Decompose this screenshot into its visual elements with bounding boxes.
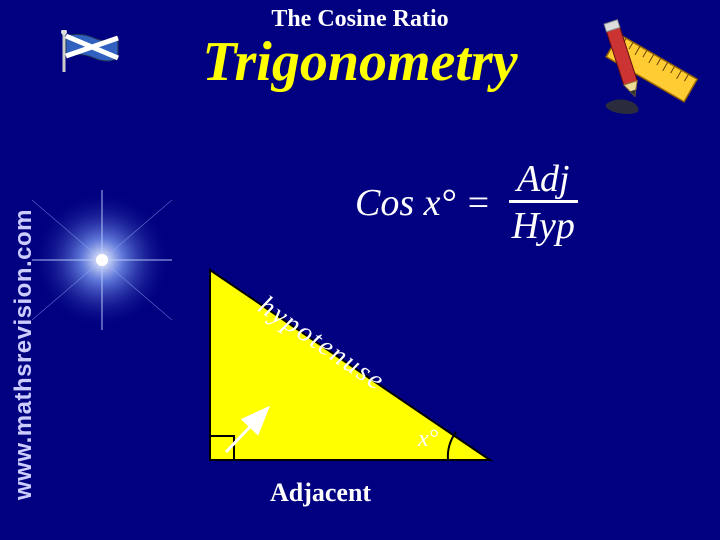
source-url: www.mathsrevision.com [10, 209, 38, 500]
triangle-diagram: hypotenuse Adjacent x° [200, 260, 520, 500]
cosine-formula: Cos x° = Adj Hyp [355, 160, 578, 245]
formula-denominator: Hyp [512, 203, 575, 245]
angle-label: x° [418, 426, 438, 453]
ruler-pencil-icon [588, 8, 698, 118]
formula-numerator: Adj [509, 160, 578, 203]
formula-fraction: Adj Hyp [509, 160, 578, 245]
flag-icon [60, 30, 124, 74]
starburst-glow [32, 190, 172, 330]
adjacent-label: Adjacent [270, 478, 371, 508]
formula-lhs: Cos x° = [355, 181, 491, 225]
